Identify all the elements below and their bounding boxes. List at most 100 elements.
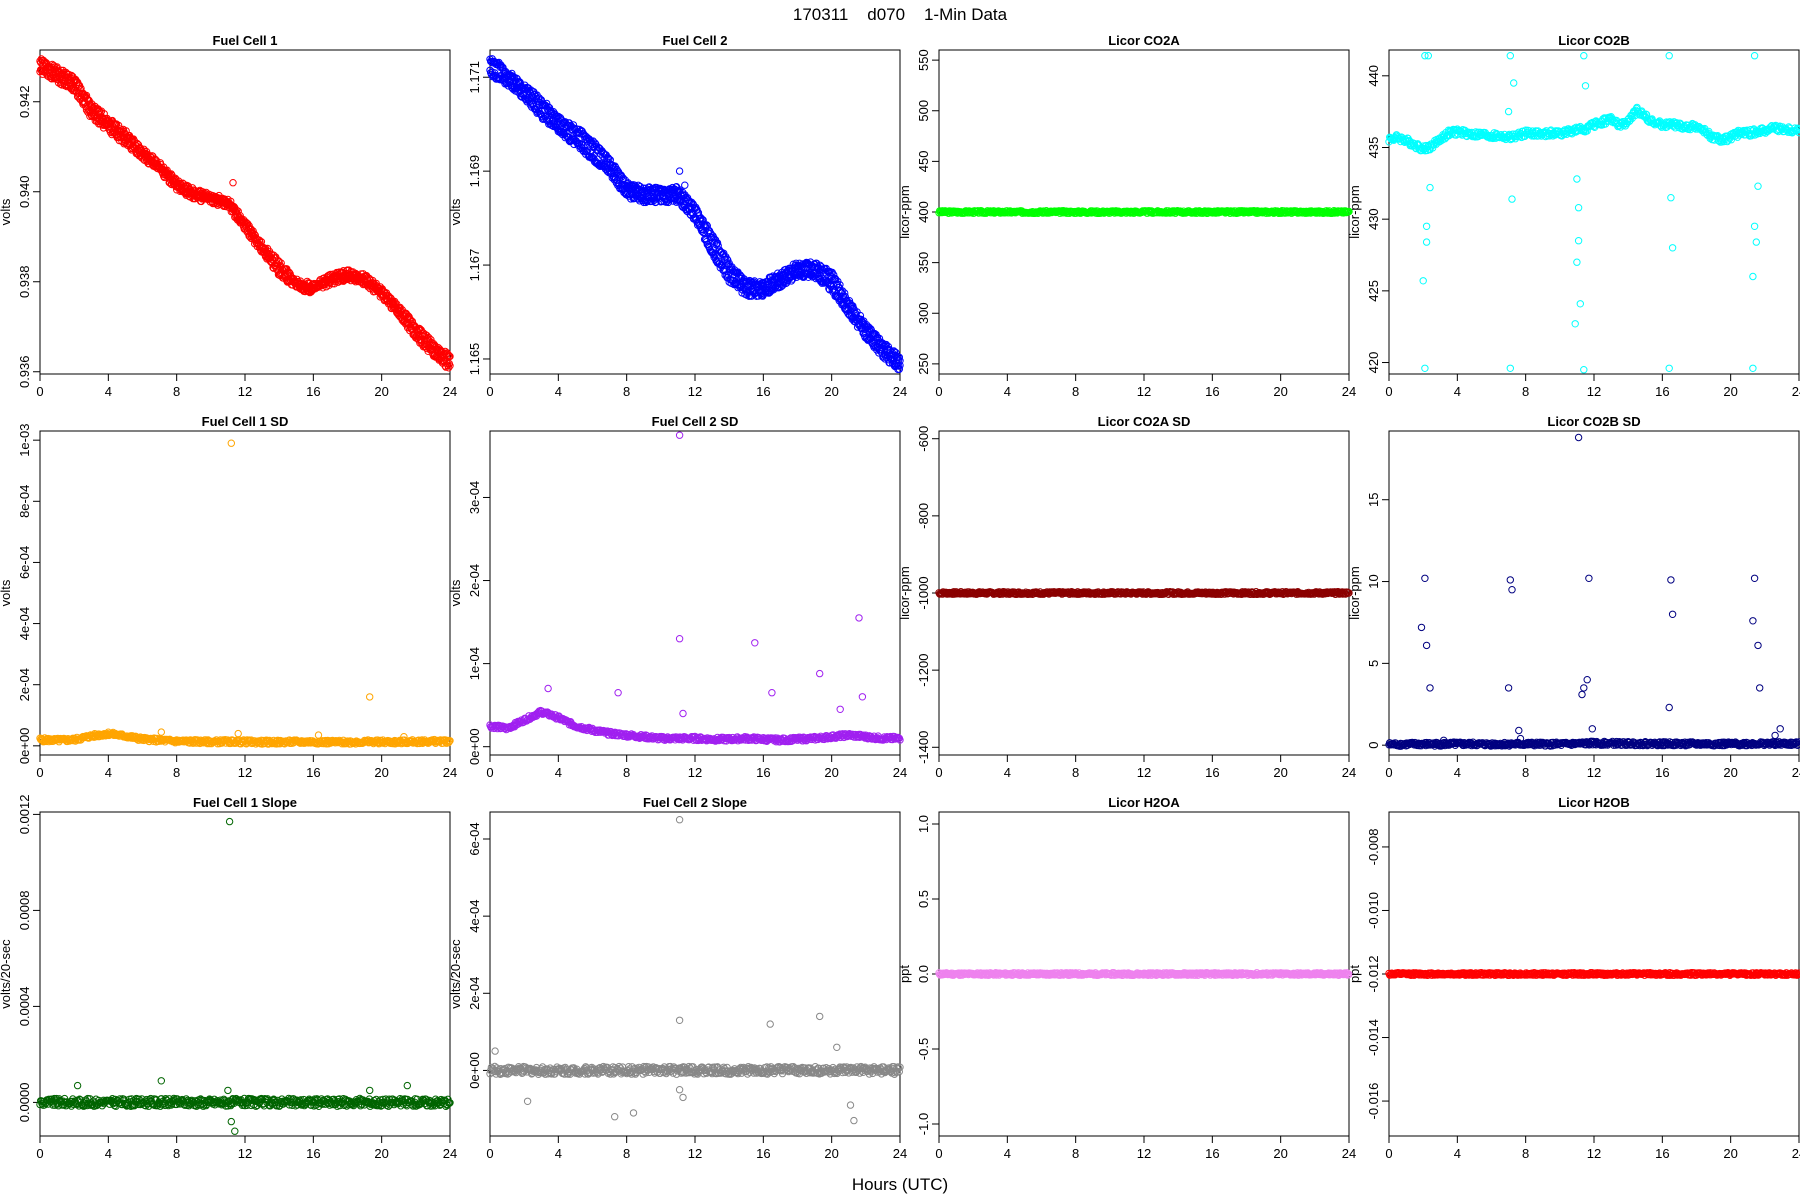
data-point <box>423 331 431 340</box>
x-tick-label: 20 <box>1723 384 1737 399</box>
x-tick-label: 8 <box>623 384 630 399</box>
y-axis-label: licor-ppm <box>1347 185 1362 238</box>
panel-title: Licor CO2A <box>1108 33 1180 48</box>
x-tick-label: 12 <box>1137 384 1151 399</box>
x-tick-label: 24 <box>1792 384 1800 399</box>
y-tick-label: 1.165 <box>467 343 482 376</box>
x-tick-label: 20 <box>824 765 838 780</box>
data-point <box>273 263 281 271</box>
y-axis-label: volts <box>448 198 463 225</box>
x-tick-label: 12 <box>1587 384 1601 399</box>
x-tick-label: 24 <box>893 765 907 780</box>
x-tick-label: 4 <box>105 765 112 780</box>
y-tick-label: 430 <box>1366 208 1381 230</box>
x-tick-label: 20 <box>824 384 838 399</box>
data-point <box>249 232 257 240</box>
data-point <box>298 282 307 290</box>
panel-grid: Fuel Cell 10 4 8 12 16 20 240.9360.9380.9400.9… <box>0 33 1800 1161</box>
y-axis-label: licor-ppm <box>897 185 912 238</box>
data-point <box>281 271 289 280</box>
series-1 <box>36 66 454 372</box>
y-tick-label: 0.942 <box>17 85 32 118</box>
data-point <box>444 364 453 372</box>
x-tick-label: 20 <box>374 384 388 399</box>
x-tick-label: 24 <box>443 384 457 399</box>
x-tick-label: 8 <box>1072 384 1079 399</box>
y-tick-label: 350 <box>916 252 931 274</box>
x-tick-label: 16 <box>756 384 770 399</box>
y-tick-label: 1e-04 <box>467 647 482 680</box>
y-tick-label: 1.169 <box>467 155 482 188</box>
panel-0: Fuel Cell 10 4 8 12 16 20 240.9360.9380.9400.9… <box>0 33 457 399</box>
x-tick-label: 4 <box>105 384 112 399</box>
panel-title: Fuel Cell 1 <box>212 33 277 48</box>
y-tick-label: 550 <box>916 49 931 71</box>
y-tick-label: 1.167 <box>467 249 482 282</box>
x-tick-label: 4 <box>555 765 562 780</box>
x-tick-label: 12 <box>238 384 252 399</box>
y-tick-label: 440 <box>1366 65 1381 87</box>
y-axis-label: volts <box>0 198 13 225</box>
y-tick-label: 4e-04 <box>17 607 32 640</box>
x-tick-label: 0 <box>36 384 43 399</box>
panel-title: Fuel Cell 1 SD <box>202 414 289 429</box>
x-tick-label: 0 <box>1385 384 1392 399</box>
y-tick-label: 300 <box>916 302 931 324</box>
x-tick-label: 16 <box>756 765 770 780</box>
x-tick-label: 8 <box>173 384 180 399</box>
y-axis-label: volts <box>448 579 463 606</box>
y-tick-label: 0.936 <box>17 355 32 388</box>
x-tick-label: 20 <box>374 765 388 780</box>
y-tick-label: 400 <box>916 201 931 223</box>
y-tick-label: 6e-04 <box>17 546 32 579</box>
panel-1: Fuel Cell 20 4 8 12 16 20 241.1651.1671.1691.1… <box>448 33 907 399</box>
data-point <box>258 244 266 252</box>
outlier-points <box>229 179 237 187</box>
data-point <box>242 223 251 231</box>
y-tick-label: 0e+00 <box>17 728 32 765</box>
y-tick-label: 3e-04 <box>467 481 482 514</box>
y-tick-label: 1.171 <box>467 61 482 94</box>
y-tick-label: 0.940 <box>17 175 32 208</box>
data-point <box>71 84 80 92</box>
x-tick-label: 0 <box>935 384 942 399</box>
data-point <box>229 179 237 187</box>
y-tick-label: 420 <box>1366 352 1381 374</box>
y-tick-label: 250 <box>916 353 931 375</box>
data-point <box>266 257 274 265</box>
series-0 <box>935 207 1353 218</box>
x-tick-label: 12 <box>238 765 252 780</box>
y-tick-label: 2e-04 <box>467 564 482 597</box>
panel-title: Fuel Cell 2 SD <box>652 414 739 429</box>
y-tick-label: 425 <box>1366 280 1381 302</box>
x-tick-label: 12 <box>688 384 702 399</box>
x-tick-label: 8 <box>173 765 180 780</box>
y-tick-label: 8e-04 <box>17 485 32 518</box>
x-tick-label: 0 <box>486 765 493 780</box>
x-tick-label: 24 <box>443 765 457 780</box>
y-tick-label: 1e-03 <box>17 424 32 457</box>
y-tick-label: 500 <box>916 100 931 122</box>
x-tick-label: 16 <box>1205 384 1219 399</box>
data-point <box>304 287 313 295</box>
x-tick-label: 4 <box>555 384 562 399</box>
y-tick-label: 435 <box>1366 137 1381 159</box>
x-tick-label: 16 <box>306 384 320 399</box>
x-tick-label: 4 <box>1004 384 1011 399</box>
figure-xlabel: Hours (UTC) <box>852 1175 948 1194</box>
x-tick-label: 20 <box>1273 384 1287 399</box>
x-tick-label: 16 <box>306 765 320 780</box>
data-point <box>446 362 454 370</box>
x-tick-label: 24 <box>1342 384 1356 399</box>
y-tick-label: 450 <box>916 151 931 173</box>
panel-title: Fuel Cell 2 <box>662 33 727 48</box>
panel-title: Licor CO2B <box>1558 33 1630 48</box>
x-tick-label: 24 <box>893 384 907 399</box>
y-tick-label: 0e+00 <box>467 728 482 765</box>
y-tick-label: 2e-04 <box>17 668 32 701</box>
figure-title: 170311 d070 1-Min Data <box>793 5 1008 24</box>
x-tick-label: 16 <box>1655 384 1669 399</box>
x-tick-label: 8 <box>623 765 630 780</box>
data-point <box>233 206 241 215</box>
